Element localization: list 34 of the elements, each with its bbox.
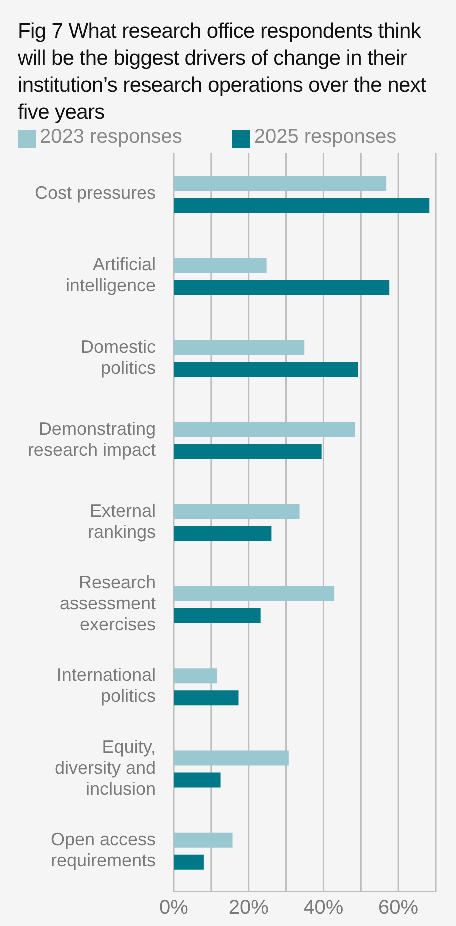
bar [174,340,305,356]
x-tick-label: 0% [160,897,189,920]
bar [174,362,359,378]
bar [174,772,221,788]
y-tick-label: Research assessment exercises [60,572,156,634]
legend-label: 2025 responses [254,126,397,148]
y-tick-label: International politics [56,664,156,706]
bar [174,258,267,274]
bar [174,854,204,870]
bar [174,586,335,602]
y-tick-label: Demonstrating research impact [28,418,156,460]
bar [174,504,300,520]
bar [174,444,322,460]
bar [174,526,272,542]
x-tick-label: 60% [378,897,419,920]
legend-label: 2023 responses [40,126,182,148]
bar [174,608,261,624]
x-tick-label: 20% [228,897,270,920]
y-tick-label: Equity, diversity and inclusion [54,736,156,799]
bar [174,668,218,684]
bar [174,690,239,706]
y-tick-label: Open access requirements [50,829,156,870]
bar [174,280,390,296]
y-tick-label: External rankings [88,500,156,542]
y-tick-label: Cost pressures [34,182,156,203]
bar [174,422,356,438]
bar [174,176,387,191]
x-tick-label: 40% [304,897,344,920]
chart-title: Fig 7 What research office respondents think will be the biggest drivers of change in their institution’s research operations over the next five years [17,19,428,126]
y-tick-label: Artificial intelligence [66,254,156,296]
y-tick-label: Domestic politics [80,336,156,378]
bar [174,750,289,766]
bar [174,832,233,848]
bar [174,198,430,213]
